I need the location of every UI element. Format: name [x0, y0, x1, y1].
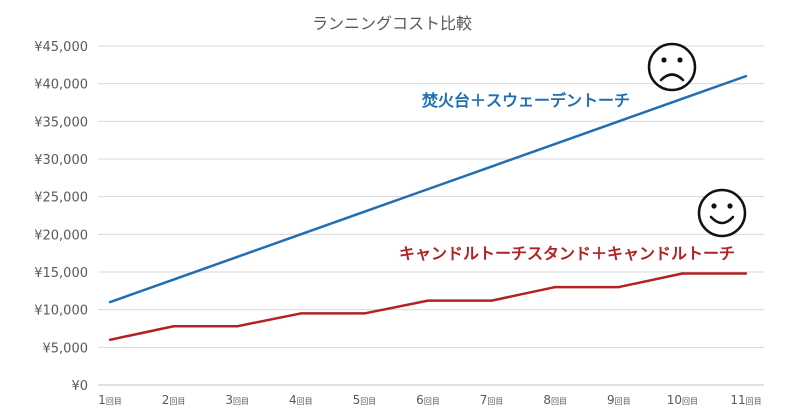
data-point [108, 338, 112, 341]
data-point [490, 299, 493, 302]
chart-title: ランニングコスト比較 [312, 14, 472, 33]
data-point [363, 210, 366, 213]
x-axis-ticks: 1回目 2回目 3回目 4回目 5回目 6回目 7回目 8回目 9回目 10回目 11回目 [98, 393, 761, 407]
sad-face-icon [647, 42, 697, 92]
data-point [236, 255, 239, 259]
data-point [554, 142, 557, 146]
y-tick-label: ¥20,000 [34, 228, 88, 243]
data-point [363, 312, 366, 315]
data-point [744, 272, 748, 275]
y-tick-label: ¥15,000 [34, 266, 88, 281]
y-tick-label: ¥30,000 [34, 153, 88, 168]
data-point [299, 233, 302, 236]
y-tick-label: ¥40,000 [34, 78, 88, 93]
x-tick-label: 8回目 [543, 393, 567, 407]
y-tick-label: ¥25,000 [34, 191, 88, 206]
data-point [108, 300, 112, 304]
y-tick-label: ¥10,000 [34, 304, 88, 319]
x-tick-label: 6回目 [416, 393, 440, 407]
data-point [681, 97, 684, 100]
series-label-candle: キャンドルトーチスタンド＋キャンドルトーチ [399, 244, 735, 263]
x-tick-label: 4回目 [289, 393, 313, 407]
series-line-1 [109, 272, 746, 342]
x-tick-label: 1回目 [98, 393, 122, 407]
data-point [426, 187, 430, 191]
data-point [236, 325, 239, 328]
y-tick-label: ¥45,000 [34, 40, 88, 55]
y-tick-label: ¥5,000 [43, 341, 89, 356]
x-tick-label: 7回目 [480, 393, 504, 407]
x-tick-label: 3回目 [225, 393, 249, 407]
data-point [490, 165, 493, 168]
data-point [172, 325, 175, 328]
gridlines [98, 45, 764, 386]
x-tick-label: 10回目 [667, 393, 698, 407]
data-point [299, 312, 302, 315]
x-tick-label: 2回目 [162, 393, 186, 407]
happy-face-icon [697, 188, 747, 238]
series-lines [108, 74, 748, 342]
series-label-bonfire: 焚火台＋スウェーデントーチ [422, 91, 630, 110]
x-tick-label: 9回目 [607, 393, 631, 407]
y-tick-label: ¥35,000 [34, 115, 88, 130]
data-point [617, 285, 620, 289]
data-point [744, 74, 748, 78]
y-tick-label: ¥0 [71, 379, 88, 394]
y-axis-ticks: ¥0 ¥5,000 ¥10,000 ¥15,000 ¥20,000 ¥25,000 ¥30,… [34, 40, 88, 394]
x-tick-label: 5回目 [353, 393, 377, 407]
data-point [172, 278, 175, 281]
data-point [554, 285, 557, 289]
data-point [617, 120, 620, 123]
data-point [681, 272, 684, 275]
x-tick-label: 11回目 [730, 393, 761, 407]
data-point [426, 299, 430, 302]
